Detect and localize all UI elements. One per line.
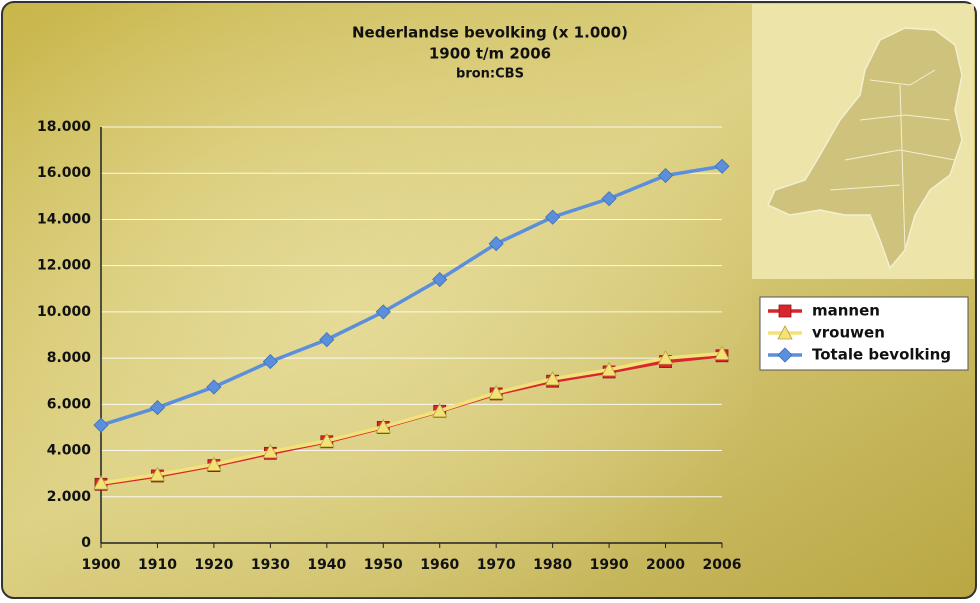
- x-tick-label: 1910: [138, 557, 177, 573]
- legend-marker: [777, 325, 793, 340]
- legend-label: mannen: [812, 302, 880, 320]
- data-point: [488, 236, 504, 252]
- data-point: [657, 350, 674, 365]
- data-point: [206, 456, 222, 471]
- legend-box: [759, 296, 969, 371]
- data-point: [601, 361, 617, 377]
- data-point: [544, 371, 561, 386]
- data-point: [375, 304, 391, 320]
- x-tick-label: 2006: [703, 557, 742, 573]
- x-tick-label: 1940: [307, 557, 346, 573]
- data-point: [319, 433, 335, 448]
- data-point: [319, 332, 335, 348]
- legend-label: Totale bevolking: [812, 346, 951, 364]
- x-tick-label: 1900: [82, 557, 121, 573]
- x-tick-label: 1950: [364, 557, 403, 573]
- data-point: [657, 167, 674, 184]
- y-tick-label: 0: [81, 535, 91, 551]
- netherlands-map: [767, 27, 963, 270]
- x-tick-label: 1990: [590, 557, 629, 573]
- y-tick-label: 8.000: [47, 350, 92, 366]
- y-tick-label: 2.000: [47, 489, 92, 505]
- y-tick-label: 16.000: [37, 165, 91, 181]
- data-point: [262, 354, 278, 370]
- data-point: [93, 417, 109, 433]
- data-point: [149, 400, 166, 416]
- series-line: [100, 351, 723, 485]
- x-tick-label: 1960: [420, 557, 459, 573]
- data-point: [601, 191, 617, 207]
- chart-source: bron:CBS: [456, 67, 524, 82]
- data-point: [206, 379, 222, 395]
- legend-marker: [778, 304, 792, 318]
- background-haze: [2, 2, 752, 598]
- x-tick-label: 1980: [533, 557, 572, 573]
- data-point: [714, 345, 730, 360]
- data-point: [432, 271, 448, 288]
- y-tick-label: 14.000: [37, 211, 91, 227]
- x-tick-label: 2000: [646, 557, 685, 573]
- data-point: [545, 209, 561, 225]
- y-tick-label: 18.000: [37, 119, 91, 135]
- data-point: [375, 418, 391, 434]
- series-line: [100, 164, 723, 427]
- y-tick-label: 10.000: [37, 304, 91, 320]
- y-tick-label: 6.000: [47, 396, 92, 412]
- chart-title: Nederlandse bevolking (x 1.000): [352, 24, 628, 42]
- x-tick-label: 1930: [251, 557, 290, 573]
- legend-label: vrouwen: [812, 324, 885, 342]
- x-tick-label: 1970: [477, 557, 516, 573]
- data-point: [432, 402, 448, 418]
- y-tick-label: 12.000: [37, 258, 91, 274]
- data-point: [149, 466, 166, 481]
- data-point: [262, 443, 279, 459]
- map-borders: [829, 69, 956, 251]
- legend-marker: [777, 347, 793, 363]
- y-tick-label: 4.000: [47, 443, 92, 459]
- data-point: [93, 475, 109, 490]
- data-point: [488, 384, 504, 400]
- data-point: [714, 158, 730, 174]
- x-tick-label: 1920: [194, 557, 233, 573]
- chart-subtitle: 1900 t/m 2006: [429, 45, 551, 63]
